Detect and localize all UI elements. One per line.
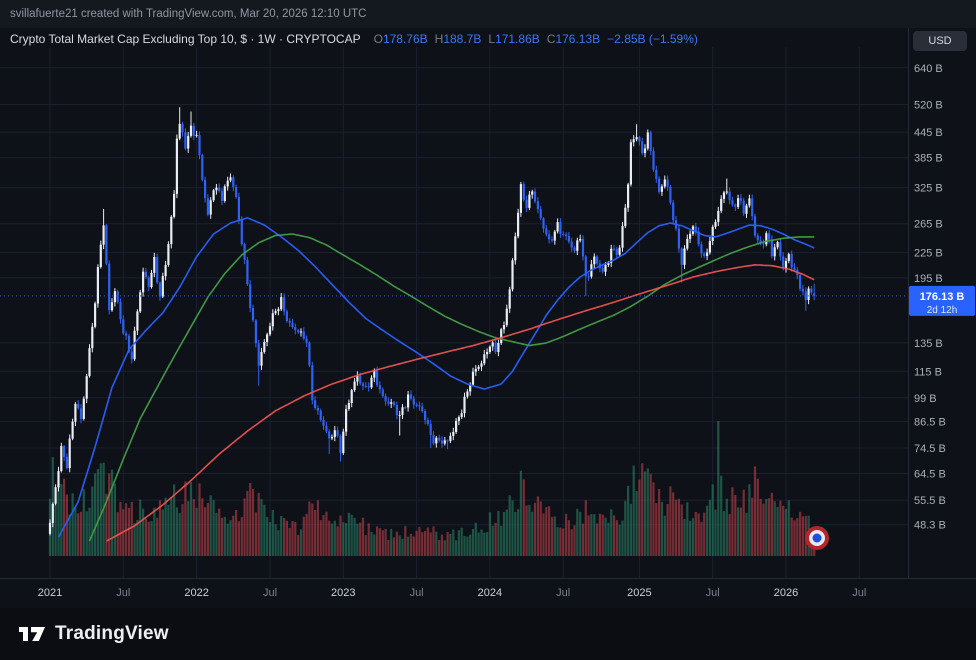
svg-text:2026: 2026	[774, 587, 798, 599]
symbol-title[interactable]: Crypto Total Market Cap Excluding Top 10…	[10, 32, 361, 46]
svg-text:325 B: 325 B	[914, 183, 943, 195]
svg-text:Jul: Jul	[852, 587, 866, 599]
svg-text:2022: 2022	[184, 587, 208, 599]
high-value: 188.7B	[443, 32, 482, 46]
ohlc-high: H188.7B	[435, 32, 482, 46]
tradingview-logo-mark	[19, 627, 45, 641]
svg-text:99 B: 99 B	[914, 393, 937, 405]
symbol-legend: Crypto Total Market Cap Excluding Top 10…	[10, 32, 698, 46]
svg-text:2d 12h: 2d 12h	[927, 305, 958, 316]
svg-text:Jul: Jul	[263, 587, 277, 599]
price-axis[interactable]: 640 B 520 B 445 B 385 B 325 B 265 B 225 B 195 B…	[914, 63, 946, 532]
change-value: −2.85B (−1.59%)	[607, 32, 698, 46]
user-avatar-watermark	[805, 526, 829, 550]
svg-text:2021: 2021	[38, 587, 62, 599]
attribution-text: svillafuerte21 created with TradingView.…	[10, 8, 367, 20]
close-value: 176.13B	[555, 32, 601, 46]
low-label: L	[488, 32, 496, 46]
currency-toggle-button[interactable]: USD	[913, 31, 967, 51]
svg-text:55.5 B: 55.5 B	[914, 495, 946, 507]
footer-bar: TradingView	[0, 608, 976, 660]
open-label: O	[373, 32, 383, 46]
ohlc-open: O178.76B	[374, 32, 428, 46]
svg-text:640 B: 640 B	[914, 63, 943, 75]
svg-text:176.13 B: 176.13 B	[920, 291, 965, 303]
svg-text:Jul: Jul	[410, 587, 424, 599]
svg-text:Jul: Jul	[706, 587, 720, 599]
svg-text:86.5 B: 86.5 B	[914, 417, 946, 429]
svg-text:195 B: 195 B	[914, 273, 943, 285]
svg-text:64.5 B: 64.5 B	[914, 469, 946, 481]
chart-area: 640 B 520 B 445 B 385 B 325 B 265 B 225 B 195 B…	[0, 28, 976, 608]
svg-text:115 B: 115 B	[914, 366, 942, 378]
svg-text:2025: 2025	[627, 587, 651, 599]
svg-text:445 B: 445 B	[914, 127, 943, 139]
ohlc-close: C176.13B	[547, 32, 600, 46]
svg-text:74.5 B: 74.5 B	[914, 443, 946, 455]
time-axis[interactable]: 2021 Jul 2022 Jul 2023 Jul 2024 Jul 2025 Jul 2026 J…	[38, 587, 867, 599]
high-label: H	[434, 32, 444, 46]
volume-bars	[48, 421, 816, 556]
tradingview-logo[interactable]: TradingView	[18, 622, 169, 646]
svg-text:Jul: Jul	[116, 587, 130, 599]
low-value: 171.86B	[495, 32, 540, 46]
svg-text:2024: 2024	[478, 587, 502, 599]
candles	[48, 107, 816, 536]
svg-text:2023: 2023	[331, 587, 355, 599]
svg-text:225 B: 225 B	[914, 248, 943, 260]
ma-lines	[57, 217, 815, 542]
open-value: 178.76B	[382, 32, 428, 46]
svg-text:265 B: 265 B	[914, 219, 943, 231]
current-price-badge: 176.13 B 2d 12h	[909, 285, 975, 316]
svg-text:48.3 B: 48.3 B	[914, 520, 946, 532]
attribution-bar: svillafuerte21 created with TradingView.…	[0, 0, 976, 28]
svg-text:135 B: 135 B	[914, 338, 943, 350]
chart-canvas[interactable]: 640 B 520 B 445 B 385 B 325 B 265 B 225 B 195 B…	[0, 28, 976, 608]
svg-text:Jul: Jul	[556, 587, 570, 599]
svg-text:385 B: 385 B	[914, 153, 943, 165]
svg-text:520 B: 520 B	[914, 100, 943, 112]
ohlc-low: L171.86B	[488, 32, 539, 46]
close-label: C	[546, 32, 556, 46]
tradingview-wordmark: TradingView	[55, 623, 169, 644]
